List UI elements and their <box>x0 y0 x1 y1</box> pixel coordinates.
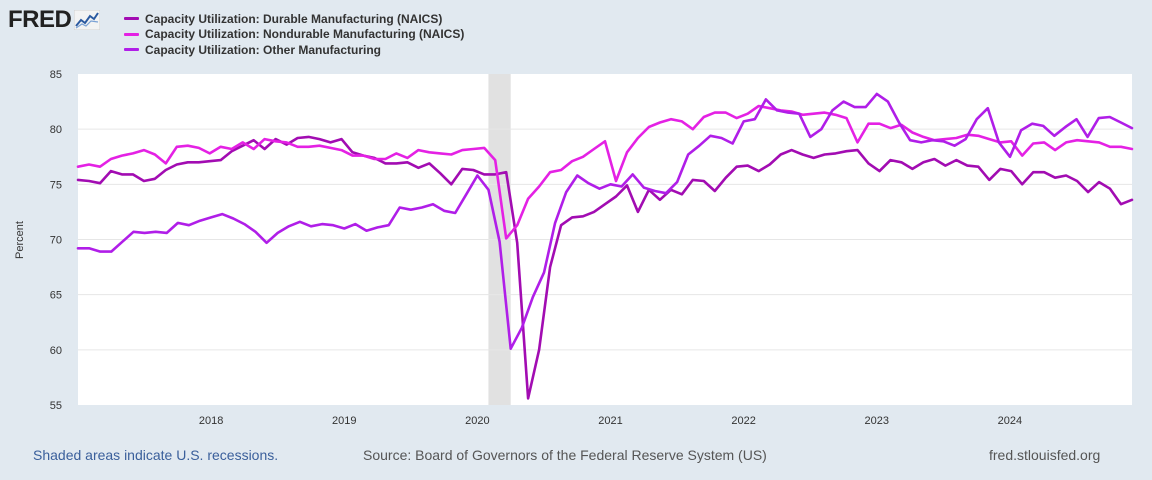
x-tick-label: 2024 <box>998 415 1022 427</box>
legend-label: Capacity Utilization: Nondurable Manufac… <box>145 27 465 42</box>
y-tick-label: 75 <box>50 179 62 191</box>
y-tick-label: 55 <box>50 400 62 412</box>
series-line <box>76 92 1134 351</box>
y-tick-label: 70 <box>50 235 62 247</box>
x-tick-label: 2023 <box>865 415 889 427</box>
trend-graph-icon <box>74 10 101 30</box>
y-axis-title: Percent <box>14 221 26 259</box>
legend-label: Capacity Utilization: Other Manufacturin… <box>145 42 382 57</box>
legend-label: Capacity Utilization: Durable Manufactur… <box>145 11 443 26</box>
y-tick-label: 85 <box>50 69 62 81</box>
legend-swatch <box>124 48 139 52</box>
legend-swatch <box>124 17 139 21</box>
source-note: Source: Board of Governors of the Federa… <box>363 447 767 463</box>
x-tick-label: 2020 <box>465 415 489 427</box>
site-link[interactable]: fred.stlouisfed.org <box>989 447 1101 463</box>
fred-logo-text: FRED <box>8 6 72 33</box>
y-tick-label: 60 <box>50 345 62 357</box>
legend-item[interactable]: Capacity Utilization: Durable Manufactur… <box>124 11 464 27</box>
series-line <box>76 135 1134 400</box>
legend-item[interactable]: Capacity Utilization: Nondurable Manufac… <box>124 27 464 43</box>
y-tick-label: 80 <box>50 124 62 136</box>
recession-note[interactable]: Shaded areas indicate U.S. recessions. <box>33 447 279 463</box>
chart-legend: Capacity Utilization: Durable Manufactur… <box>124 11 464 58</box>
x-tick-label: 2021 <box>598 415 622 427</box>
x-tick-label: 2019 <box>332 415 356 427</box>
x-tick-label: 2022 <box>731 415 755 427</box>
x-tick-label: 2018 <box>199 415 223 427</box>
fred-logo[interactable]: FRED <box>8 6 101 34</box>
y-tick-label: 65 <box>50 290 62 302</box>
series-line <box>76 104 1134 240</box>
legend-item[interactable]: Capacity Utilization: Other Manufacturin… <box>124 42 464 58</box>
legend-swatch <box>124 32 139 36</box>
